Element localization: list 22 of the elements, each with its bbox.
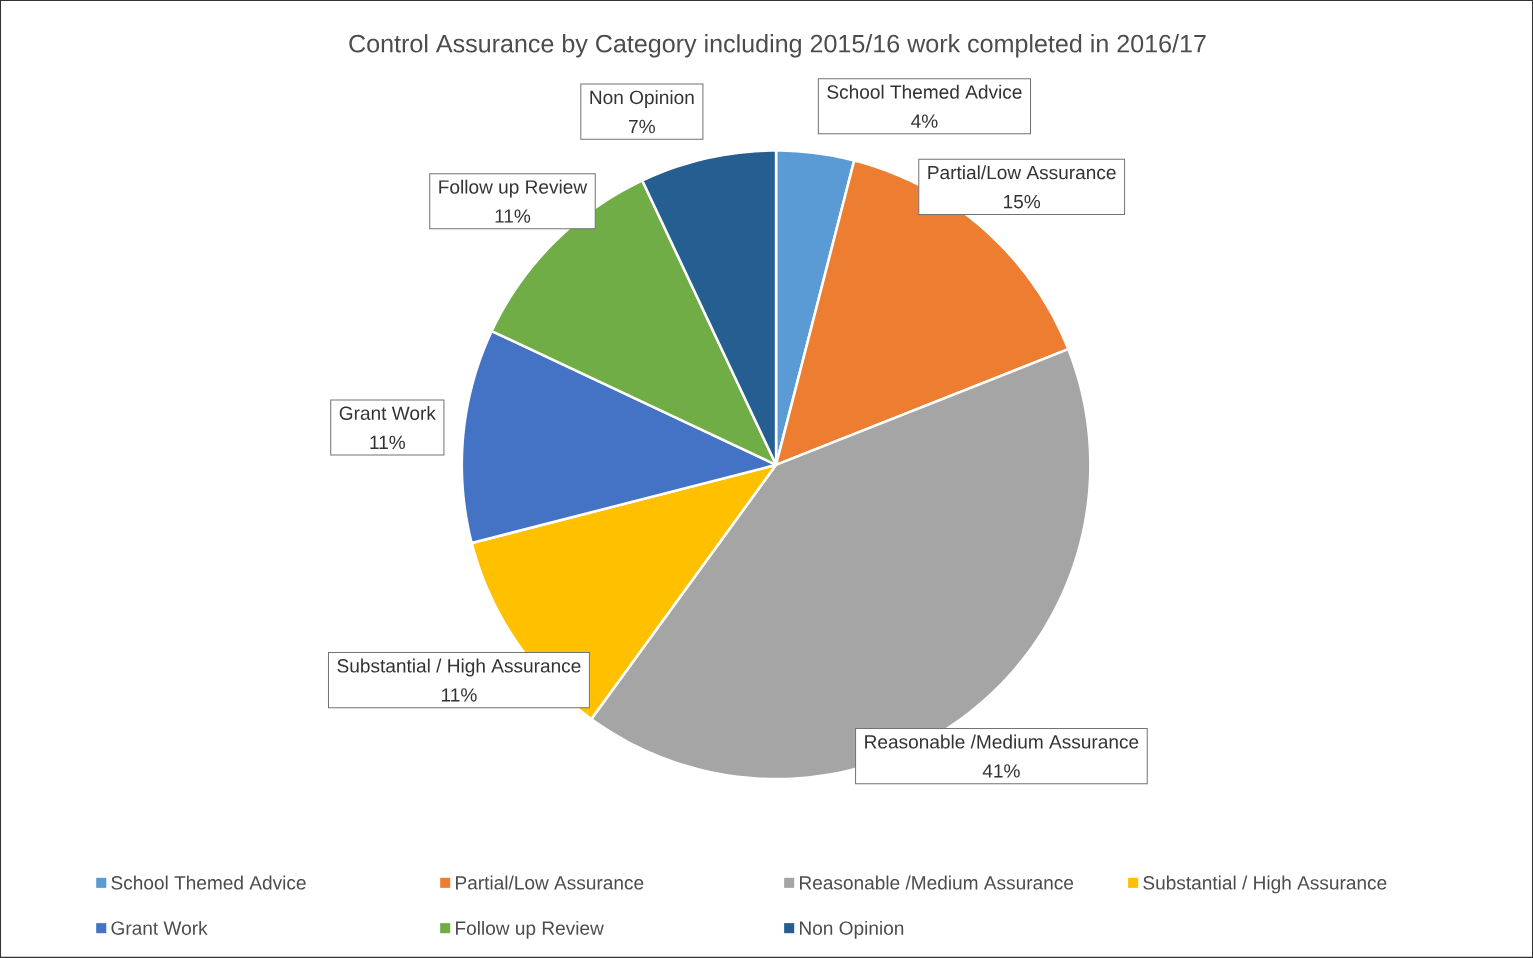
data-label: 11%: [442, 688, 477, 702]
slice-label: Follow up Review: [439, 179, 588, 198]
legend-label: Substantial / High Assurance: [1143, 875, 1387, 894]
slice-label: Grant Work: [339, 406, 436, 421]
data-label: 11%: [495, 209, 531, 223]
data-label: 11%: [370, 435, 406, 450]
legend-label: Partial/Low Assurance: [456, 875, 644, 890]
data-label: 4%: [911, 114, 938, 128]
data-label: 15%: [1004, 195, 1041, 209]
slice-label: Substantial / High Assurance: [337, 658, 581, 677]
chart-title: Control Assurance by Category including 2015/16 work completed in 2016/17: [349, 34, 1206, 58]
legend-label: Grant Work: [111, 920, 208, 935]
data-label: 41%: [982, 764, 1020, 778]
slice-label: Reasonable /Medium Assurance: [865, 734, 1139, 749]
legend-label: School Themed Advice: [111, 875, 306, 890]
slice-label: Partial/Low Assurance: [928, 165, 1116, 180]
legend-label: Follow up Review: [456, 920, 604, 939]
legend-label: Reasonable /Medium Assurance: [800, 875, 1074, 890]
data-label: 7%: [629, 119, 655, 134]
legend-label: Non Opinion: [800, 920, 904, 939]
slice-label: School Themed Advice: [827, 84, 1022, 99]
slice-label: Non Opinion: [590, 90, 694, 108]
